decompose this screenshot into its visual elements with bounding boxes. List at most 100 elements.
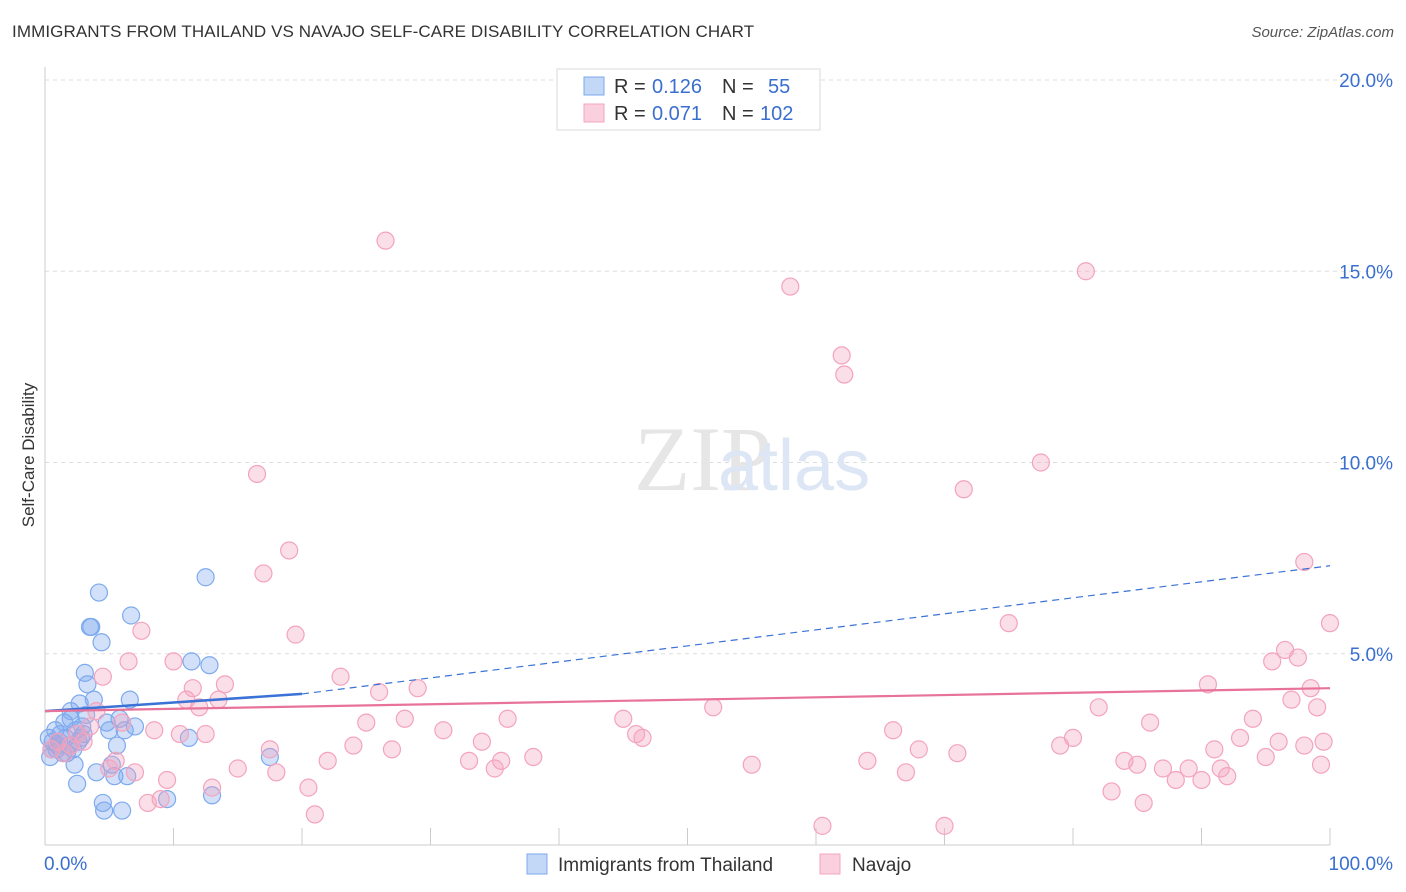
navajo-point	[909, 740, 928, 759]
navajo-point	[1256, 747, 1275, 767]
thailand-point	[260, 747, 279, 767]
navajo-point	[459, 751, 479, 770]
thailand-point	[112, 801, 132, 820]
navajo-point	[215, 675, 234, 694]
navajo-point	[1063, 728, 1083, 748]
navajo-point	[835, 365, 854, 384]
thailand-point	[93, 793, 112, 813]
navajo-point	[1295, 736, 1314, 755]
navajo-point	[157, 770, 177, 790]
navajo-point	[1282, 690, 1301, 709]
navajo-point	[633, 728, 652, 748]
bottom-legend-label-navajo: Navajo	[852, 855, 911, 876]
thailand-point	[55, 713, 74, 732]
navajo-point	[170, 724, 190, 744]
legend-n-thailand: 55	[768, 76, 790, 98]
legend-n-label-thailand: N =	[722, 76, 754, 98]
y-tick-label: 20.0%	[1339, 71, 1393, 92]
navajo-point	[106, 751, 125, 770]
x-tick-label-max: 100.0%	[1329, 854, 1394, 875]
y-axis-label: Self-Care Disability	[19, 382, 38, 527]
navajo-point	[382, 740, 402, 759]
legend-swatch-navajo	[583, 103, 605, 123]
navajo-point	[858, 751, 877, 770]
series-thailand	[39, 568, 279, 820]
navajo-point	[1288, 648, 1307, 667]
navajo-point	[196, 724, 215, 744]
watermark-atlas: atlas	[718, 426, 870, 506]
navajo-point	[1198, 675, 1218, 694]
y-tick-label: 10.0%	[1339, 454, 1393, 475]
tick-labels: 5.0% 10.0% 15.0% 20.0% 0.0% 100.0%	[44, 71, 1393, 875]
navajo-point	[948, 744, 967, 763]
thailand-point	[157, 789, 177, 809]
navajo-point	[1308, 698, 1327, 717]
navajo-point	[1076, 262, 1095, 281]
navajo-point	[164, 652, 183, 671]
x-tick-label-min: 0.0%	[44, 854, 87, 875]
navajo-point	[935, 816, 954, 835]
navajo-point	[1269, 732, 1288, 751]
navajo-point	[1140, 713, 1160, 732]
navajo-point	[151, 789, 170, 809]
navajo-point	[93, 667, 112, 686]
thailand-point	[95, 801, 114, 820]
series-navajo	[42, 231, 1340, 835]
navajo-point	[112, 713, 132, 732]
navajo-point	[704, 698, 723, 717]
legend: R = 0.126 N = 55 R = 0.071 N = 102	[556, 68, 821, 131]
navajo-point	[331, 667, 350, 686]
thailand-point	[121, 606, 141, 625]
navajo-point	[1314, 732, 1333, 751]
navajo-point	[370, 682, 389, 702]
navajo-point	[614, 709, 633, 728]
navajo-point	[267, 763, 286, 782]
navajo-point	[883, 721, 903, 740]
navajo-point	[1179, 759, 1198, 778]
legend-r-thailand: 0.126	[652, 76, 702, 98]
navajo-point	[434, 721, 453, 740]
navajo-point	[280, 541, 299, 560]
navajo-point	[408, 679, 427, 698]
legend-r-label-navajo: R =	[614, 103, 646, 125]
navajo-point	[145, 721, 164, 740]
thailand-point	[92, 633, 111, 652]
thailand-point	[202, 786, 222, 805]
navajo-point	[999, 614, 1018, 633]
navajo-point	[896, 763, 916, 782]
trend-lines	[44, 565, 1331, 713]
navajo-point	[395, 709, 414, 728]
navajo-point	[228, 759, 247, 778]
navajo-point	[254, 564, 273, 583]
navajo-point	[813, 816, 832, 835]
thailand-point	[89, 583, 109, 602]
thailand-point	[120, 690, 139, 709]
navajo-point	[260, 740, 279, 759]
navajo-point	[357, 713, 376, 732]
thailand-point	[68, 774, 87, 793]
y-tick-label: 15.0%	[1339, 262, 1393, 283]
navajo-point	[781, 277, 800, 296]
thailand-point	[75, 663, 94, 682]
navajo-point	[376, 231, 395, 250]
navajo-point	[472, 732, 491, 751]
navajo-point	[305, 805, 324, 824]
thailand-point	[107, 736, 127, 755]
thailand-point	[200, 656, 219, 675]
navajo-point	[183, 679, 202, 698]
bottom-legend-label-thailand: Immigrants from Thailand	[558, 855, 773, 876]
navajo-point	[125, 763, 145, 782]
navajo-point	[299, 778, 318, 797]
navajo-point	[492, 751, 511, 770]
thailand-point	[182, 652, 201, 671]
navajo-point	[1218, 767, 1237, 786]
thailand-trend-line	[44, 692, 303, 713]
navajo-point	[1166, 770, 1185, 790]
bottom-legend-swatch-navajo	[819, 853, 841, 875]
thailand-point	[82, 617, 101, 637]
navajo-point	[1134, 793, 1153, 813]
navajo-point	[1031, 453, 1050, 472]
bottom-legend: Immigrants from Thailand Navajo	[526, 853, 911, 876]
legend-r-label-thailand: R =	[614, 76, 646, 98]
